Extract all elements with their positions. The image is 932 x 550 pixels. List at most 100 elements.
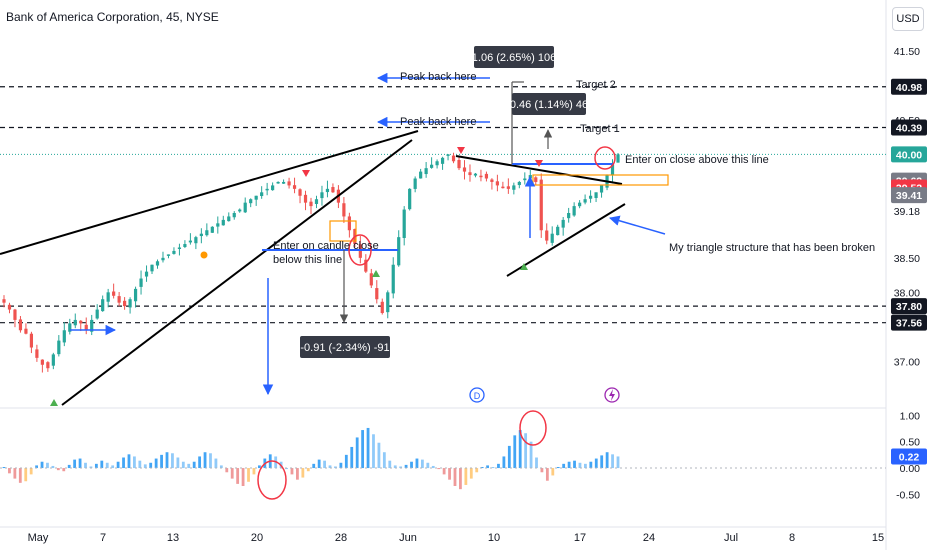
candle-body	[183, 244, 187, 248]
candle-body	[561, 219, 565, 228]
drawings[interactable]	[0, 72, 669, 500]
time-tick-label: May	[28, 532, 49, 544]
candle-body	[424, 168, 428, 175]
currency-button[interactable]: USD	[892, 7, 924, 31]
circle-marker-3[interactable]	[257, 460, 287, 500]
candle-body	[161, 257, 165, 261]
candle-body	[358, 244, 362, 258]
candle-body	[210, 226, 214, 233]
price-tick-label: 41.50	[894, 46, 920, 58]
histogram-bar	[143, 464, 147, 469]
oscillator-axis[interactable]: 1.00 0.50 0.00 -0.50 0.22	[891, 410, 927, 501]
histogram-bar	[160, 454, 163, 469]
candle-body	[95, 309, 99, 319]
histogram-bar	[133, 456, 136, 469]
price-axis[interactable]: 41.5040.5039.1838.5038.0037.0040.9840.39…	[891, 46, 927, 368]
triangle-upper-line[interactable]	[455, 155, 623, 185]
histogram-bar	[410, 461, 413, 469]
histogram-bar	[29, 468, 33, 475]
circle-marker-2[interactable]	[594, 146, 616, 170]
histogram-bar	[415, 458, 419, 469]
histogram-bar	[420, 459, 424, 469]
candle-body	[18, 319, 23, 331]
candle-body	[177, 247, 182, 249]
candle-body	[51, 354, 55, 366]
upper-trendline[interactable]	[0, 130, 419, 255]
histogram-bar	[344, 454, 348, 469]
candle-body	[462, 167, 467, 172]
candle-body	[2, 299, 6, 303]
candle-body	[375, 288, 379, 300]
price-tick-label: 37.00	[894, 356, 920, 368]
triangle-note-label: My triangle structure that has been brok…	[669, 242, 875, 254]
time-tick-label: 20	[251, 532, 263, 544]
histogram-bar	[40, 461, 44, 469]
histogram-bar	[241, 468, 245, 486]
peak-back-label-1: Peak back here	[400, 71, 476, 83]
dividend-marker[interactable]: D	[469, 387, 485, 403]
candle-body	[216, 223, 220, 227]
lower-trendline[interactable]	[61, 139, 413, 406]
arrow-triangle-note[interactable]	[608, 215, 666, 235]
candle-body	[517, 181, 521, 186]
time-tick-label: 28	[335, 532, 347, 544]
histogram-bar	[127, 454, 131, 469]
candle-body	[166, 254, 171, 256]
histogram-bar	[453, 468, 457, 486]
histogram-bar	[192, 461, 196, 469]
candle-body	[172, 250, 176, 254]
candle-body	[101, 299, 105, 312]
orange-box-1[interactable]	[329, 220, 357, 242]
candle-body	[610, 164, 615, 176]
time-tick-label: 13	[167, 532, 179, 544]
candle-body	[287, 181, 291, 186]
candle-body	[594, 192, 598, 199]
histogram-bar	[469, 468, 473, 479]
candle-body	[128, 299, 132, 308]
time-tick-label: 15	[872, 532, 884, 544]
time-tick-label: 8	[789, 532, 795, 544]
histogram-bar	[8, 468, 11, 474]
candle-body	[90, 319, 94, 332]
histogram-bar	[507, 445, 511, 469]
orange-dot	[200, 251, 208, 259]
candle-body	[265, 188, 269, 191]
circle-marker-4[interactable]	[519, 410, 547, 446]
candle-body	[380, 301, 384, 314]
histogram-bar	[100, 460, 104, 469]
candle-body	[567, 213, 571, 219]
triangle-lower-line[interactable]	[506, 203, 626, 277]
histogram-bar	[442, 468, 446, 475]
histogram-bar	[334, 466, 337, 469]
time-axis[interactable]: May 7 13 20 28 Jun 10 17 24 Jul 8 15	[28, 532, 885, 544]
candle-body	[369, 273, 373, 286]
histogram-bar	[459, 468, 462, 490]
candle-body	[249, 199, 253, 204]
circle-marker-1[interactable]	[348, 234, 372, 266]
histogram-bar	[56, 468, 60, 471]
histogram-bar	[149, 462, 153, 469]
histogram-bar	[339, 462, 343, 469]
candle-body	[616, 154, 620, 163]
histogram-bar	[567, 461, 571, 469]
histogram-bar	[556, 467, 560, 469]
earnings-lightning-icon[interactable]	[604, 387, 620, 403]
histogram-bar	[78, 458, 82, 469]
histogram-bar	[605, 452, 609, 469]
histogram-bar	[524, 433, 528, 469]
candle-body	[271, 185, 275, 191]
candle-body	[68, 323, 72, 332]
svg-text:D: D	[474, 391, 481, 401]
candle-body	[386, 292, 390, 313]
histogram-bar	[116, 461, 120, 469]
histogram-bar	[328, 465, 332, 469]
candle-body	[7, 304, 12, 310]
histogram-bar	[361, 430, 365, 469]
histogram-bar	[350, 446, 354, 469]
candle-body	[57, 340, 61, 355]
histogram-bar	[382, 452, 386, 469]
target-1-label: Target 1	[580, 123, 620, 135]
measure-badge-top: 1.06 (2.65%) 106	[472, 46, 556, 68]
osc-tick-label: -0.50	[896, 489, 920, 501]
